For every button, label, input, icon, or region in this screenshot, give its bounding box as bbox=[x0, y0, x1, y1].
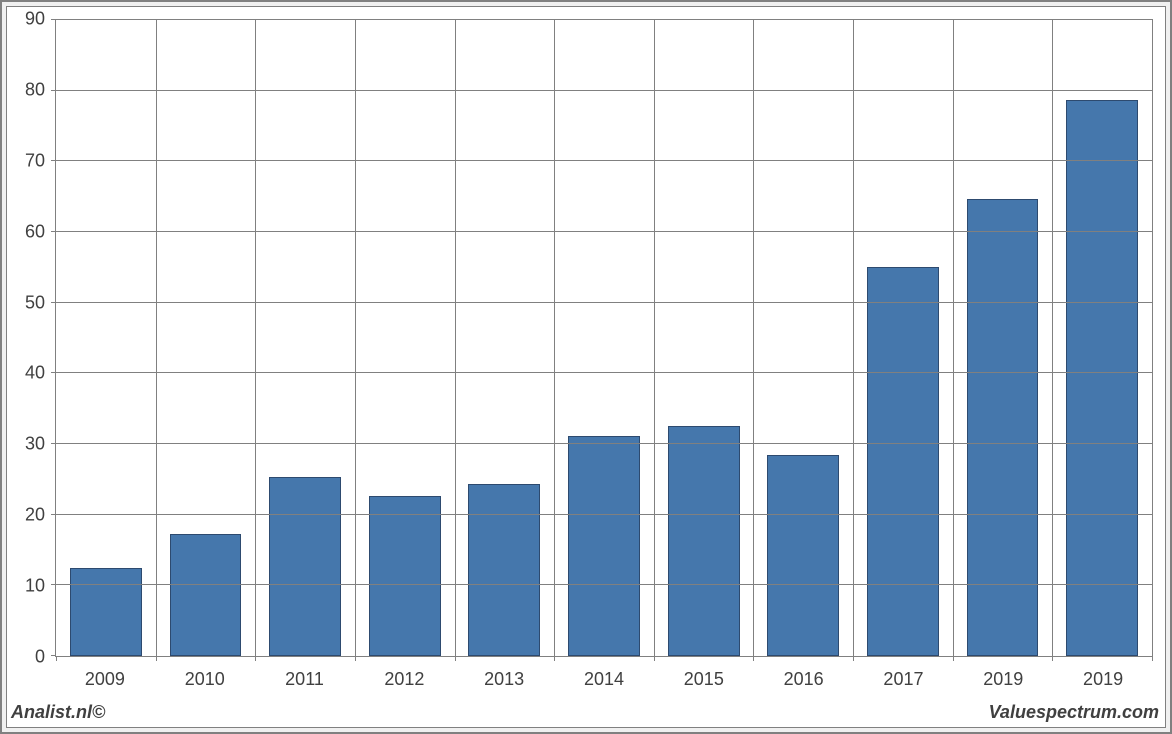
y-tick-mark bbox=[51, 160, 56, 161]
bars-layer bbox=[56, 20, 1152, 656]
gridline-v bbox=[654, 20, 655, 656]
gridline-h bbox=[56, 19, 1152, 20]
x-tick-mark bbox=[1052, 656, 1053, 661]
gridline-h bbox=[56, 372, 1152, 373]
y-axis: 0102030405060708090 bbox=[7, 19, 51, 657]
y-tick-label: 20 bbox=[25, 505, 45, 526]
gridline-v bbox=[953, 20, 954, 656]
gridline-h bbox=[56, 90, 1152, 91]
x-tick-label: 2013 bbox=[484, 669, 524, 690]
y-tick-label: 0 bbox=[35, 647, 45, 668]
y-tick-label: 40 bbox=[25, 363, 45, 384]
gridline-v bbox=[753, 20, 754, 656]
gridline-h bbox=[56, 231, 1152, 232]
x-axis: 2009 2010 2011 2012 2013 2014 2015 2016 2017 2019… bbox=[55, 663, 1153, 693]
x-tick-label: 2014 bbox=[584, 669, 624, 690]
gridline-v bbox=[255, 20, 256, 656]
x-tick-mark bbox=[355, 656, 356, 661]
x-tick-mark bbox=[654, 656, 655, 661]
x-tick-label: 2015 bbox=[684, 669, 724, 690]
x-tick-label: 2012 bbox=[384, 669, 424, 690]
gridline-v bbox=[156, 20, 157, 656]
y-tick-mark bbox=[51, 90, 56, 91]
y-tick-label: 90 bbox=[25, 9, 45, 30]
y-tick-mark bbox=[51, 231, 56, 232]
x-tick-mark bbox=[554, 656, 555, 661]
x-tick-mark bbox=[1152, 656, 1153, 661]
plot-area bbox=[55, 19, 1153, 657]
gridline-h bbox=[56, 514, 1152, 515]
gridline-v bbox=[355, 20, 356, 656]
x-tick-mark bbox=[753, 656, 754, 661]
gridline-h bbox=[56, 584, 1152, 585]
x-tick-mark bbox=[853, 656, 854, 661]
gridline-v bbox=[853, 20, 854, 656]
bar bbox=[170, 534, 242, 656]
y-tick-label: 80 bbox=[25, 79, 45, 100]
bar bbox=[70, 568, 142, 656]
gridline-v bbox=[1052, 20, 1053, 656]
x-tick-mark bbox=[56, 656, 57, 661]
y-tick-mark bbox=[51, 302, 56, 303]
y-tick-mark bbox=[51, 443, 56, 444]
bar bbox=[1066, 100, 1138, 656]
gridline-h bbox=[56, 160, 1152, 161]
x-tick-label: 2010 bbox=[185, 669, 225, 690]
y-tick-label: 30 bbox=[25, 434, 45, 455]
footer-right: Valuespectrum.com bbox=[989, 702, 1159, 723]
y-tick-label: 70 bbox=[25, 150, 45, 171]
gridline-h bbox=[56, 443, 1152, 444]
x-tick-mark bbox=[455, 656, 456, 661]
x-tick-label: 2016 bbox=[784, 669, 824, 690]
y-tick-mark bbox=[51, 514, 56, 515]
x-tick-label: 2019 bbox=[983, 669, 1023, 690]
gridline-v bbox=[455, 20, 456, 656]
y-tick-label: 60 bbox=[25, 221, 45, 242]
chart-inner: 0 10 20 30 40 50 60 70 80 90 2009 2010 2011 2012 2013… bbox=[6, 6, 1166, 728]
bar bbox=[568, 436, 640, 656]
bar bbox=[668, 426, 740, 656]
x-tick-label: 2017 bbox=[883, 669, 923, 690]
x-tick-mark bbox=[953, 656, 954, 661]
y-tick-mark bbox=[51, 584, 56, 585]
x-tick-mark bbox=[156, 656, 157, 661]
bar bbox=[867, 267, 939, 656]
gridline-h bbox=[56, 302, 1152, 303]
bar bbox=[967, 199, 1039, 656]
x-tick-mark bbox=[255, 656, 256, 661]
chart-container: 0 10 20 30 40 50 60 70 80 90 2009 2010 2011 2012 2013… bbox=[0, 0, 1172, 734]
bar bbox=[269, 477, 341, 656]
x-tick-label: 2019 bbox=[1083, 669, 1123, 690]
x-tick-label: 2011 bbox=[285, 669, 324, 690]
x-tick-label: 2009 bbox=[85, 669, 125, 690]
gridline-v bbox=[554, 20, 555, 656]
footer-left: Analist.nl© bbox=[11, 702, 105, 723]
bar bbox=[468, 484, 540, 656]
y-tick-label: 50 bbox=[25, 292, 45, 313]
y-tick-label: 10 bbox=[25, 576, 45, 597]
y-tick-mark bbox=[51, 372, 56, 373]
bar bbox=[369, 496, 441, 656]
bar bbox=[767, 455, 839, 656]
y-tick-mark bbox=[51, 19, 56, 20]
